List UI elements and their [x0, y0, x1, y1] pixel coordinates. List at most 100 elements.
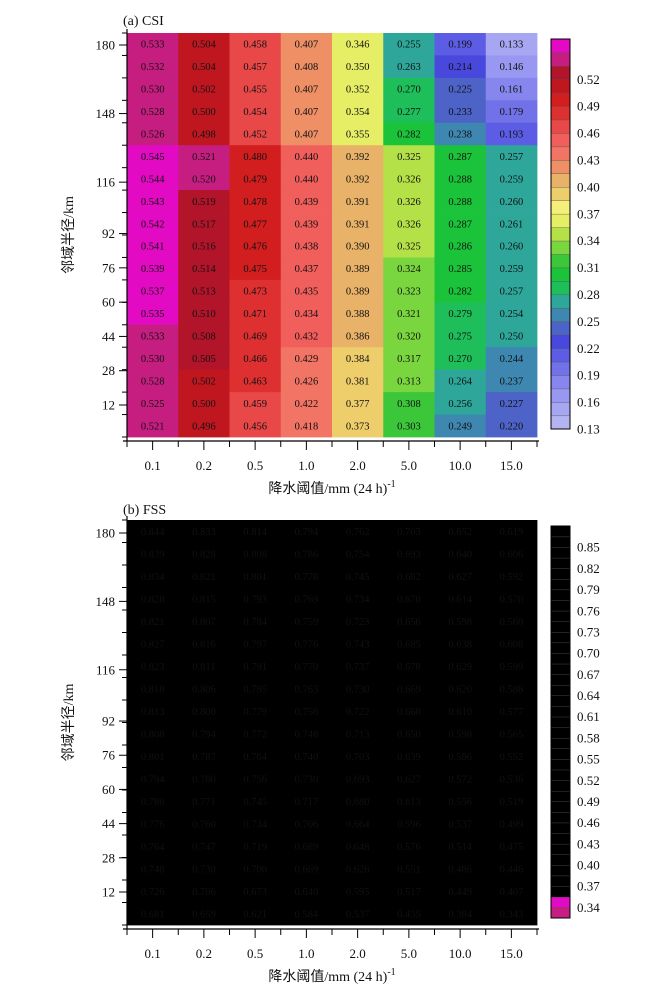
- heatmap-cell: [332, 77, 384, 101]
- colorbar-swatch: [550, 294, 571, 309]
- heatmap-cell: [280, 835, 333, 858]
- heatmap-cell: [434, 235, 487, 258]
- heatmap-cell: [485, 55, 538, 79]
- heatmap-cell: [332, 257, 384, 281]
- heatmap-cell: [229, 880, 282, 903]
- cell-value-label: 0.457: [243, 62, 267, 73]
- heatmap-cell: [178, 587, 230, 611]
- heatmap-cell: [178, 77, 230, 101]
- colorbar-swatch: [550, 589, 571, 601]
- cell-value-label: 0.480: [243, 152, 267, 163]
- cell-value-label: 0.326: [397, 197, 421, 208]
- cell-value-label: 0.384: [346, 354, 370, 365]
- colorbar-swatch: [550, 748, 571, 760]
- colorbar-swatch: [550, 119, 571, 134]
- heatmap-cell: [178, 700, 230, 723]
- heatmap-cell: [127, 587, 179, 611]
- heatmap-cell: [434, 190, 487, 213]
- heatmap-cell: [434, 677, 487, 701]
- colorbar-tick-label: 0.52: [577, 72, 600, 87]
- cell-value-label: 0.813: [141, 707, 165, 718]
- colorbar-swatch: [550, 695, 571, 707]
- cell-value-label: 0.475: [500, 842, 524, 853]
- heatmap-cell: [178, 880, 230, 903]
- heatmap-cell: [434, 565, 487, 588]
- heatmap-cell: [229, 212, 282, 236]
- cell-value-label: 0.504: [192, 40, 216, 51]
- heatmap-cell: [178, 55, 230, 79]
- x-tick-label: 2.0: [350, 458, 366, 473]
- cell-value-label: 0.391: [346, 197, 370, 208]
- heatmap-cell: [127, 392, 179, 415]
- heatmap-cell: [485, 700, 538, 723]
- heatmap-cell: [229, 167, 282, 191]
- cell-value-label: 0.793: [243, 594, 267, 605]
- heatmap-cell: [127, 722, 179, 746]
- heatmap-cell: [127, 347, 179, 371]
- cell-value-label: 0.759: [295, 617, 319, 628]
- heatmap-cell: [383, 857, 435, 881]
- heatmap-cell: [383, 835, 435, 858]
- heatmap-cell: [229, 632, 282, 656]
- cell-value-label: 0.469: [243, 332, 267, 343]
- heatmap-cell: [332, 565, 384, 588]
- colorbar-tick-label: 0.16: [577, 395, 600, 410]
- heatmap-cell: [434, 279, 487, 303]
- heatmap-cell: [332, 700, 384, 723]
- cell-value-label: 0.516: [192, 242, 216, 253]
- cell-value-label: 0.446: [500, 864, 524, 875]
- cell-value-label: 0.499: [500, 819, 524, 830]
- cell-value-label: 0.629: [448, 662, 472, 673]
- y-tick-label: 28: [102, 363, 115, 378]
- colorbar-swatch: [550, 684, 571, 697]
- cell-value-label: 0.794: [295, 527, 319, 538]
- cell-value-label: 0.748: [295, 729, 319, 740]
- cell-value-label: 0.477: [243, 219, 267, 230]
- cell-value-label: 0.473: [243, 287, 267, 298]
- heatmap-cell: [332, 610, 384, 633]
- heatmap-cell: [127, 767, 179, 791]
- cell-value-label: 0.426: [295, 376, 319, 387]
- heatmap-cell: [127, 745, 179, 768]
- cell-value-label: 0.325: [397, 242, 421, 253]
- cell-value-label: 0.586: [448, 752, 472, 763]
- heatmap-cell: [127, 212, 179, 236]
- heatmap-cell: [383, 257, 435, 281]
- colorbar-tick-label: 0.76: [577, 603, 600, 618]
- cell-value-label: 0.389: [346, 264, 370, 275]
- heatmap-cell: [280, 610, 333, 633]
- heatmap-cell: [485, 880, 538, 903]
- cell-value-label: 0.533: [141, 332, 165, 343]
- cell-value-label: 0.693: [346, 774, 370, 785]
- cell-value-label: 0.640: [448, 549, 472, 560]
- y-tick-label: 116: [96, 662, 116, 677]
- heatmap-cell: [383, 812, 435, 836]
- heatmap-cell: [434, 745, 487, 768]
- x-axis-label: 降水阈值/mm (24 h)-1: [268, 479, 395, 497]
- x-tick-label: 10.0: [449, 946, 472, 961]
- cell-value-label: 0.261: [500, 219, 524, 230]
- colorbar-tick-label: 0.43: [577, 153, 600, 168]
- heatmap-cell: [383, 100, 435, 124]
- cell-value-label: 0.418: [295, 421, 319, 432]
- heatmap-cell: [229, 745, 282, 768]
- cell-value-label: 0.770: [295, 662, 319, 673]
- heatmap-cell: [280, 279, 333, 303]
- cell-value-label: 0.807: [192, 617, 216, 628]
- heatmap-cell: [485, 677, 538, 701]
- cell-value-label: 0.458: [243, 40, 267, 51]
- cell-value-label: 0.530: [141, 354, 165, 365]
- heatmap-cell: [332, 677, 384, 701]
- cell-value-label: 0.596: [397, 819, 421, 830]
- colorbar-swatch: [550, 886, 571, 898]
- cell-value-label: 0.377: [346, 399, 370, 410]
- y-axis-label: 邻域半径/km: [61, 684, 77, 762]
- cell-value-label: 0.743: [346, 639, 370, 650]
- cell-value-label: 0.784: [243, 617, 267, 628]
- cell-value-label: 0.517: [397, 887, 421, 898]
- cell-value-label: 0.199: [448, 40, 472, 51]
- cell-value-label: 0.786: [141, 797, 165, 808]
- cell-value-label: 0.681: [141, 909, 165, 920]
- cell-value-label: 0.827: [141, 639, 165, 650]
- heatmap-cell: [229, 257, 282, 281]
